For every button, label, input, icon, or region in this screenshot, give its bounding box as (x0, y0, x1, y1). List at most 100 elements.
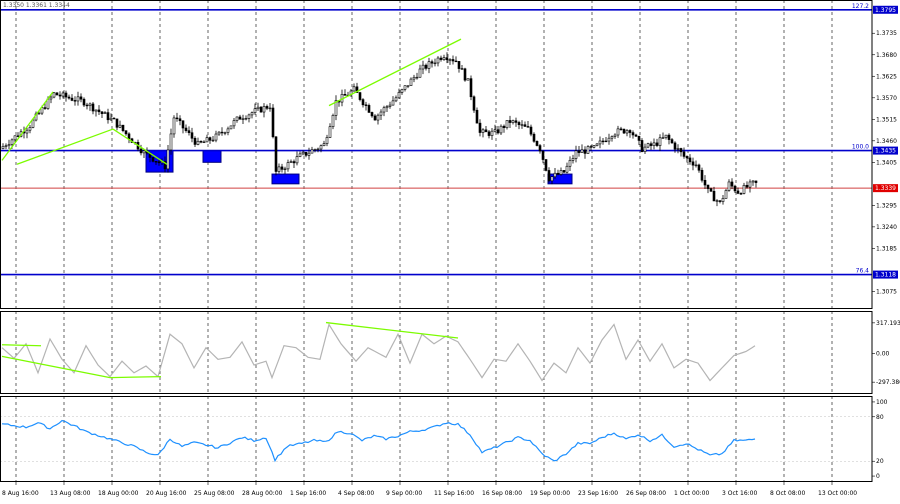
time-label-13: 26 Sep 08:00 (626, 490, 666, 497)
candle-body-82 (247, 114, 251, 119)
time-label-14: 1 Oct 00:00 (674, 490, 709, 497)
time-label-6: 1 Sep 16:00 (290, 490, 326, 497)
price-badge-2 (873, 184, 898, 193)
candle-body-76 (229, 125, 233, 130)
candle-body-209 (628, 130, 632, 133)
candle-body-70 (211, 139, 215, 142)
candle-body-228 (685, 156, 689, 159)
candle-body-241 (724, 190, 728, 199)
candle-body-249 (748, 181, 752, 188)
candle-body-96 (289, 161, 293, 163)
candle-body-139 (418, 68, 422, 78)
candle-body-42 (127, 133, 131, 140)
price-tick-label-6: 1.3405 (876, 159, 897, 166)
rsi-line (1, 419, 756, 463)
candle-body-212 (637, 135, 641, 141)
candle-body-110 (331, 115, 335, 128)
rsi-panel (0, 416, 872, 463)
cci-tick-label-1: 0.00 (876, 350, 890, 357)
candle-body-220 (661, 137, 665, 139)
candle-body-26 (79, 96, 83, 100)
candle-body-90 (271, 107, 275, 138)
candle-body-174 (523, 124, 527, 127)
candle-body-134 (403, 85, 407, 90)
candle-body-148 (445, 57, 449, 61)
candle-body-125 (376, 114, 380, 121)
candle-body-204 (613, 134, 617, 137)
candle-body-67 (202, 141, 206, 144)
candle-body-132 (397, 92, 401, 99)
candle-body-91 (274, 136, 278, 172)
cci-tick-label-2: -297.386 (876, 379, 900, 386)
candle-body-114 (343, 94, 347, 96)
candle-body-165 (496, 129, 500, 134)
candle-body-84 (253, 108, 257, 114)
candle-body-28 (85, 104, 89, 107)
time-label-5: 28 Aug 00:00 (242, 490, 283, 497)
candle-body-129 (388, 104, 392, 107)
candle-body-52 (157, 161, 161, 164)
price-trendline-3 (328, 38, 462, 107)
candle-body-3 (10, 139, 14, 145)
candle-body-162 (487, 131, 491, 136)
candle-body-244 (733, 185, 737, 192)
candle-body-81 (244, 118, 248, 120)
candle-body-9 (28, 127, 32, 131)
candle-body-180 (541, 150, 545, 160)
candle-body-50 (151, 157, 155, 162)
candle-body-87 (262, 106, 266, 113)
candle-body-210 (631, 132, 635, 136)
candle-body-196 (589, 146, 593, 148)
candle-body-234 (703, 179, 707, 186)
candle-body-192 (577, 150, 581, 153)
candle-body-22 (67, 96, 71, 99)
candle-body-202 (607, 137, 611, 142)
time-label-17: 13 Oct 00:00 (818, 490, 857, 497)
price-panel: 127.2 100.0 76.4 (0, 3, 872, 276)
candle-body-97 (292, 161, 296, 164)
candle-body-130 (391, 100, 395, 106)
cci-tick-label-0: 317.1935 (876, 320, 900, 327)
candle-body-29 (88, 103, 92, 106)
candle-body-2 (7, 144, 11, 147)
candle-body-214 (643, 146, 647, 152)
candle-body-173 (520, 124, 524, 126)
price-tick-label-5: 1.3460 (876, 138, 897, 145)
candle-body-21 (64, 92, 68, 98)
rsi-tick-label-3: 0 (876, 473, 880, 480)
candle-body-14 (43, 107, 47, 109)
candle-body-168 (505, 120, 509, 129)
price-tick-label-3: 1.3570 (876, 95, 897, 102)
price-badge-label-0: 1.3795 (875, 7, 896, 14)
candle-body-207 (622, 128, 626, 134)
fib-label-0: 127.2 (852, 3, 869, 10)
time-label-11: 19 Sep 00:00 (530, 490, 570, 497)
candle-body-243 (730, 181, 734, 187)
candle-body-230 (691, 161, 695, 166)
candle-body-75 (226, 128, 230, 133)
time-label-9: 11 Sep 16:00 (434, 490, 474, 497)
candle-body-225 (676, 148, 680, 150)
candle-body-54 (163, 161, 167, 170)
candle-body-248 (745, 184, 749, 188)
time-label-1: 13 Aug 08:00 (50, 490, 91, 497)
candle-body-62 (187, 130, 191, 133)
candle-body-211 (634, 134, 638, 137)
candle-body-213 (640, 140, 644, 152)
candle-body-33 (100, 111, 104, 114)
candle-body-99 (298, 153, 302, 157)
price-tick-label-8: 1.3240 (876, 224, 897, 231)
candle-body-135 (406, 85, 410, 87)
candle-body-137 (412, 76, 416, 80)
cci-line (1, 322, 756, 382)
cci-trendline-0 (1, 344, 42, 347)
candle-body-5 (16, 135, 20, 137)
candle-body-92 (277, 166, 281, 172)
candle-body-34 (103, 112, 107, 114)
time-label-10: 16 Sep 08:00 (482, 490, 522, 497)
candle-body-186 (559, 170, 563, 175)
candle-body-240 (721, 198, 725, 202)
candle-body-250 (751, 180, 755, 183)
price-badge-1 (873, 146, 898, 155)
